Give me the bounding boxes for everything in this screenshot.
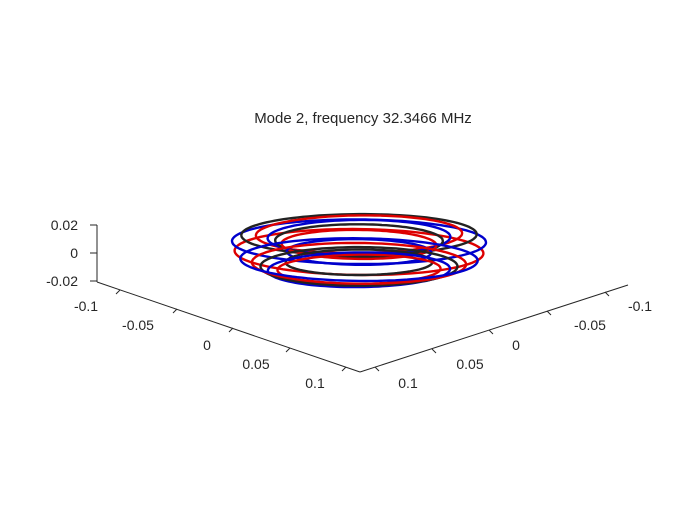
y-tick-mark [431,348,437,354]
y-tick-mark [374,366,380,372]
z-tick-label: -0.02 [46,273,78,289]
z-tick-label: 0.02 [51,217,78,233]
z-tick-labels: 0.02 0 -0.02 [46,217,78,289]
x-tick-mark [115,289,121,295]
y-tick-label: -0.05 [574,317,606,333]
y-tick-label: 0.05 [456,356,483,372]
z-tick-label: 0 [70,245,78,261]
torus-rings [230,212,488,289]
y-tick-mark [488,329,494,335]
y-tick-mark [546,310,552,316]
x-tick-mark [285,347,291,353]
x-tick-label: -0.1 [74,298,98,314]
y-tick-label: 0.1 [398,375,418,391]
y-tick-labels: 0.1 0.05 0 -0.05 -0.1 [398,298,652,391]
torus-ring [280,228,438,261]
y-tick-label: -0.1 [628,298,652,314]
torus-ring [250,241,468,286]
torus-ring [259,245,459,287]
x-axis-line [96,281,361,373]
x-tick-label: -0.05 [122,317,154,333]
y-tick-mark [604,291,610,297]
y-tick-label: 0 [512,337,520,353]
torus-ring [266,251,452,289]
x-tick-labels: -0.1 -0.05 0 0.05 0.1 [74,298,325,391]
x-tick-label: 0.1 [305,375,325,391]
tick-marks [90,224,610,372]
x-tick-mark [228,327,234,333]
x-tick-label: 0.05 [242,356,269,372]
torus-ring [239,236,479,283]
y-axis-line [359,284,629,373]
chart-title: Mode 2, frequency 32.3466 MHz [254,110,472,127]
x-tick-mark [341,366,347,372]
x-tick-mark [172,308,178,314]
x-tick-label: 0 [203,337,211,353]
